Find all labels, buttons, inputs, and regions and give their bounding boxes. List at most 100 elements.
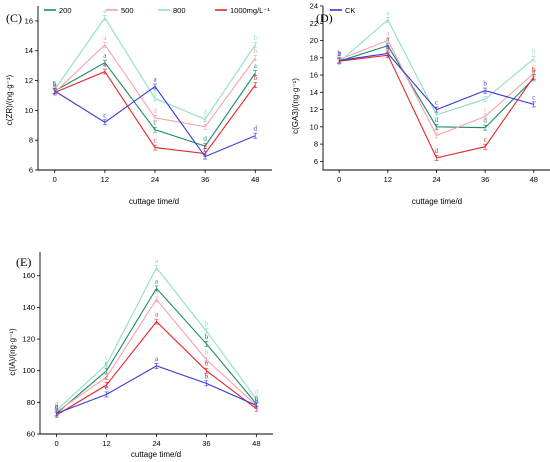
panel-e-sig-letter: c — [105, 374, 108, 382]
panel-d-sig-letter: c — [532, 62, 535, 70]
panel-d-ytick-label: 8 — [314, 140, 318, 149]
panel-c-sig-letter: c — [103, 111, 106, 119]
panel-d-error-bar — [483, 124, 488, 131]
panel-d-sig-letter: d — [483, 117, 487, 125]
panel-d-error-bar — [531, 73, 536, 80]
panel-d-error-bar — [434, 106, 439, 113]
panel-d-ytick-label: 14 — [310, 88, 318, 97]
legend-label: CK — [345, 6, 355, 15]
panel-d-error-bar — [337, 57, 342, 64]
panel-e-error-bar — [154, 363, 159, 369]
panel-c-sig-letter: b — [53, 81, 57, 89]
panel-e-error-bar — [204, 367, 209, 374]
panel-c-ytick-label: 6 — [29, 166, 33, 175]
panel-e-sig-letter: c — [55, 402, 58, 410]
panel-e-error-bar — [204, 328, 209, 334]
panel-e-error-bar — [104, 391, 109, 398]
panel-c-error-bar — [102, 41, 107, 48]
panel-c-error-bar — [253, 82, 258, 88]
panel-c-error-bar — [102, 15, 107, 21]
panel-c-error-bar — [253, 132, 258, 139]
panel-e-sig-letter: a — [155, 311, 159, 319]
panel-d-error-bar — [483, 96, 488, 103]
panel-c-error-bar — [102, 119, 107, 126]
panel-e-sig-letter: a — [155, 277, 159, 285]
panel-c-ytick-label: 12 — [25, 76, 33, 85]
panel-c-sig-letter: c — [53, 80, 56, 88]
panel-d-axes — [322, 6, 550, 171]
panel-c-ytick-label: 8 — [29, 136, 33, 145]
panel-e-ytick-label: 100 — [22, 366, 35, 375]
panel-e-xtick-label: 24 — [152, 439, 160, 448]
legend-label: 200 — [59, 6, 72, 15]
panel-c-ytick-label: 10 — [25, 106, 33, 115]
panel-d-ytick-label: 18 — [310, 53, 318, 62]
panel-c-sig-letter: a — [153, 76, 157, 84]
panel-e-label: (E) — [16, 255, 31, 269]
panel-e-sig-letter: d — [55, 404, 59, 412]
panel-d-xlabel: cuttage time/d — [412, 197, 462, 206]
panel-e-ylabel: c(IA)/(ng·g⁻¹) — [8, 328, 17, 376]
panel-d-ytick-label: 10 — [310, 122, 318, 131]
panel-e-error-bar — [154, 265, 159, 271]
panel-d-sig-letter: a — [338, 50, 342, 58]
panel-e-ytick-label: 140 — [22, 303, 35, 312]
panel-d-sig-letter: a — [386, 9, 390, 17]
panel-d-error-bar — [483, 143, 488, 150]
panel-e-sig-letter: c — [105, 383, 108, 391]
panel-e-error-bar — [154, 318, 159, 325]
panel-c-error-bar — [153, 95, 157, 102]
panel-d-sig-letter: b — [337, 49, 341, 57]
panel-e-sig-letter: c — [105, 353, 108, 361]
panel-c-sig-letter: c — [53, 78, 56, 86]
panel-c-error-bar — [102, 59, 107, 66]
panel-c-sig-letter: c — [204, 146, 207, 154]
panel-c-sig-letter: d — [153, 107, 157, 115]
panel-e-series-line — [56, 287, 257, 414]
panel-c-error-bar — [203, 123, 208, 130]
panel-c-xtick-label: 36 — [201, 175, 209, 184]
panel-e-sig-letter: c — [255, 395, 258, 403]
panel-c-error-bar — [153, 115, 157, 121]
panel-e-error-bar — [204, 340, 209, 347]
panel-e-sig-letter: b — [205, 372, 209, 380]
panel-c-label: (C) — [6, 11, 22, 25]
panel-c-xtick-label: 12 — [101, 175, 109, 184]
legend-label: 1000mg/L⁻¹ — [230, 6, 270, 15]
panel-e-xtick-label: 36 — [202, 439, 210, 448]
panel-e-series-line — [56, 365, 257, 414]
panel-c-sig-letter: b — [254, 34, 258, 42]
panel-e-error-bar — [104, 374, 109, 380]
panel-c-sig-letter: d — [203, 108, 207, 116]
panel-d-error-bar — [483, 87, 488, 94]
panel-c-error-bar — [153, 126, 157, 133]
panel-c-sig-letter: d — [203, 135, 207, 143]
panel-d-sig-letter: a — [386, 35, 390, 43]
panel-e-sig-letter: b — [205, 349, 209, 357]
panel-d-error-bar — [434, 132, 439, 139]
panel-d-xtick-label: 12 — [384, 175, 392, 184]
legend: 200 500 800 1000mg/L⁻¹ CK — [44, 6, 355, 15]
panel-c-error-bar — [153, 144, 157, 151]
panel-c-error-bar — [52, 88, 57, 94]
panel-d-error-bar — [434, 124, 439, 130]
panel-d-sig-letter: c — [484, 105, 487, 113]
panel-d-error-bar — [483, 113, 488, 120]
panel-d-error-bar — [434, 155, 439, 161]
panel-e-xtick-label: 0 — [55, 439, 59, 448]
panel-e-xlabel: cuttage time/d — [131, 450, 181, 459]
panel-e-sig-letter: d — [255, 388, 259, 396]
panel-c-sig-letter: a — [103, 34, 107, 42]
panel-e-error-bar — [104, 382, 109, 388]
panel-e-error-bar — [54, 410, 59, 417]
panel-c-sig-letter: c — [153, 119, 156, 127]
panel-c-sig-letter: b — [53, 80, 57, 88]
panel-d-error-bar — [385, 17, 390, 23]
panel-c-error-bar — [253, 41, 258, 48]
panel-d-error-bar — [531, 101, 536, 108]
panel-d-ytick-label: 12 — [310, 105, 318, 114]
panel-c-sig-letter: c — [53, 81, 56, 89]
panel-e: (E) cuttage time/d c(IA)/(ng·g⁻¹) 60 80 10… — [8, 252, 273, 459]
panel-c-sig-letter: b — [254, 74, 258, 82]
panel-d-label: (D) — [316, 11, 333, 25]
